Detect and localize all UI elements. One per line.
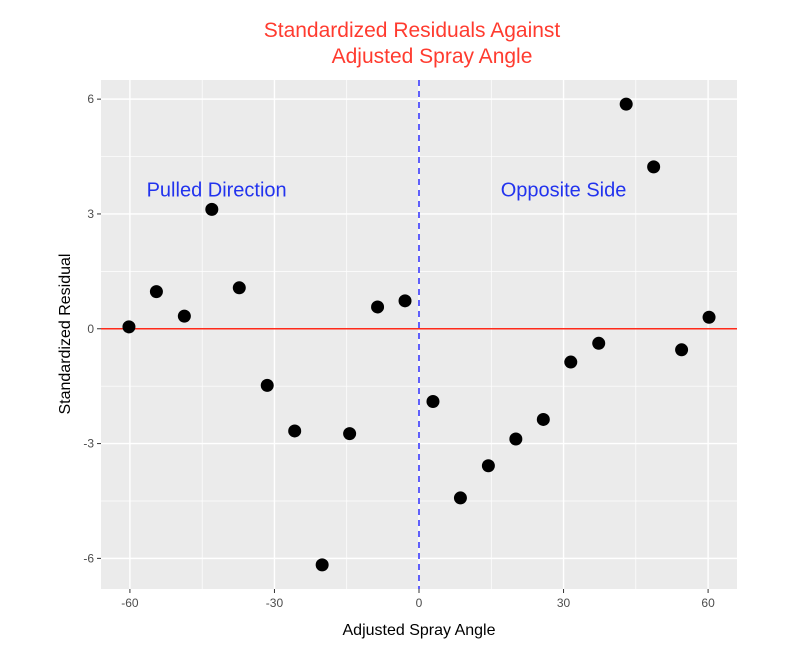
y-tick-label: 0 <box>87 322 94 336</box>
annotation-label: Opposite Side <box>501 180 627 202</box>
data-point <box>343 427 357 441</box>
data-point <box>426 394 440 408</box>
data-point <box>702 310 716 324</box>
x-tick-label: 30 <box>557 596 571 610</box>
data-point <box>453 491 467 505</box>
data-point <box>647 160 661 174</box>
data-point <box>315 558 329 572</box>
data-point <box>205 202 219 216</box>
x-tick-label: -60 <box>121 596 139 610</box>
data-point <box>371 300 385 314</box>
data-point <box>675 343 689 357</box>
data-point <box>536 412 550 426</box>
x-axis-title: Adjusted Spray Angle <box>343 622 496 639</box>
y-tick-label: -6 <box>83 551 94 565</box>
data-point <box>564 355 578 369</box>
data-point <box>177 309 191 323</box>
data-point <box>149 285 163 299</box>
chart-title-line-2: Adjusted Spray Angle <box>332 45 533 68</box>
y-tick-label: 6 <box>87 92 94 106</box>
x-tick-label: -30 <box>266 596 284 610</box>
data-point <box>481 459 495 473</box>
x-tick-label: 60 <box>701 596 715 610</box>
data-point <box>509 432 523 446</box>
x-tick-label: 0 <box>416 596 423 610</box>
data-point <box>619 97 633 111</box>
data-point <box>232 281 246 295</box>
annotation-label: Pulled Direction <box>147 180 287 202</box>
data-point <box>288 424 302 438</box>
data-point <box>592 336 606 350</box>
data-point <box>122 320 136 334</box>
y-tick-label: 3 <box>87 207 94 221</box>
data-point <box>398 294 412 308</box>
y-axis-title: Standardized Residual <box>57 254 74 415</box>
annotations: Pulled Direction Opposite Side <box>147 180 627 202</box>
chart-title-line-1: Standardized Residuals Against <box>264 19 561 42</box>
y-tick-label: -3 <box>83 437 94 451</box>
reference-lines <box>101 80 737 589</box>
data-point <box>260 378 274 392</box>
data-points <box>122 97 716 572</box>
